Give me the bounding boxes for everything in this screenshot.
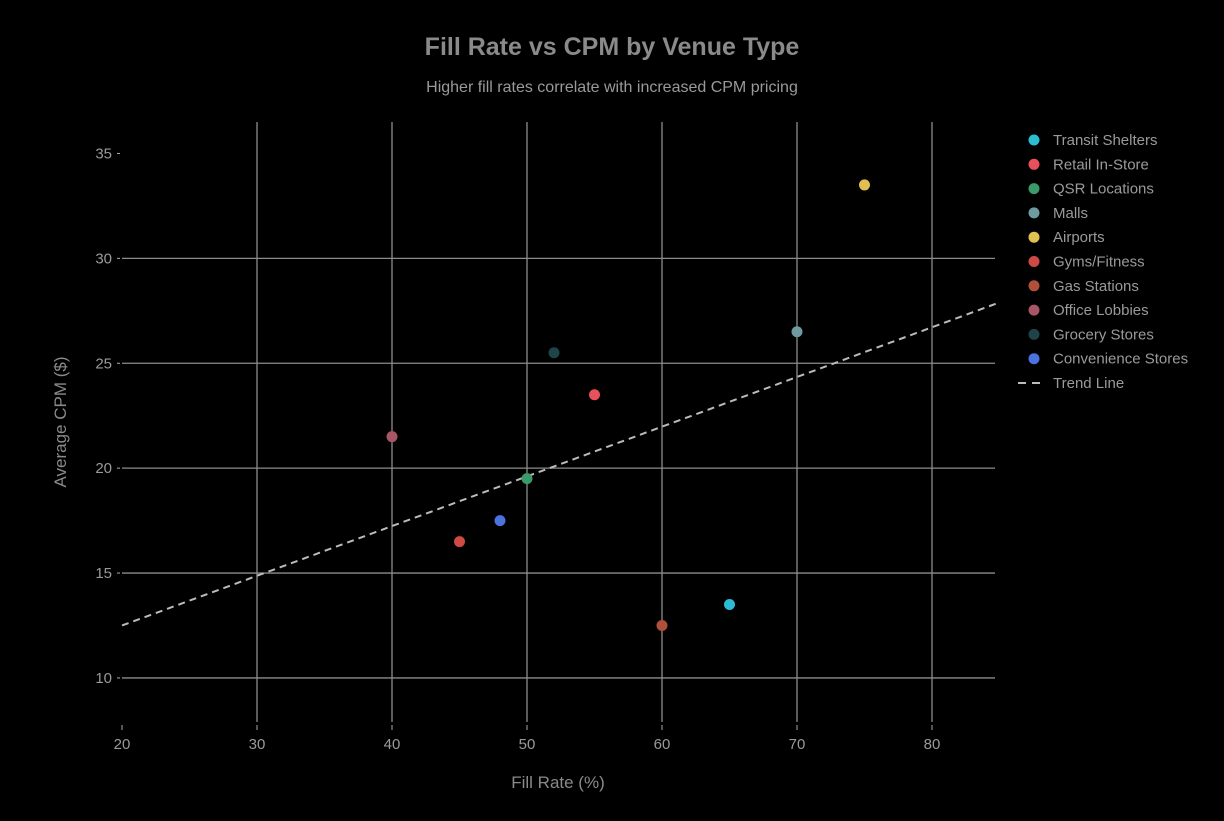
legend-marker — [1028, 304, 1040, 316]
trend-line — [121, 301, 1000, 627]
legend-marker — [1028, 231, 1040, 243]
legend-label: Trend Line — [1053, 375, 1124, 392]
legend-marker — [1028, 353, 1040, 365]
y-tick-label: 35 — [95, 145, 112, 162]
x-tick-label: 80 — [924, 736, 941, 753]
x-tick-label: 60 — [654, 736, 671, 753]
grid — [122, 122, 995, 722]
x-tick-label: 30 — [249, 736, 266, 753]
legend-label: Gas Stations — [1053, 278, 1139, 295]
chart-subtitle: Higher fill rates correlate with increas… — [426, 79, 798, 96]
legend: Transit Shelters Retail In-Store QSR Locat… — [1018, 132, 1188, 392]
legend-label: Airports — [1053, 229, 1105, 246]
legend-marker — [1028, 207, 1040, 219]
y-tick-label: 10 — [95, 670, 112, 687]
legend-marker — [1028, 158, 1040, 170]
legend-marker — [1028, 183, 1040, 195]
legend-label: QSR Locations — [1053, 181, 1154, 198]
data-point — [724, 599, 735, 611]
y-tick-label: 15 — [95, 565, 112, 582]
axis-ticks: 20 30 40 50 60 70 80 10 15 20 25 30 35 — [95, 145, 940, 753]
y-tick-label: 30 — [95, 250, 112, 267]
chart-title: Fill Rate vs CPM by Venue Type — [425, 33, 800, 61]
x-tick-label: 50 — [519, 736, 536, 753]
y-axis-label: Average CPM ($) — [51, 356, 70, 487]
data-point — [494, 515, 506, 527]
legend-label: Office Lobbies — [1053, 302, 1149, 319]
data-point — [589, 389, 600, 401]
data-point — [386, 431, 398, 443]
trend-line-group — [121, 301, 1000, 627]
legend-label: Convenience Stores — [1053, 351, 1188, 368]
data-point — [791, 326, 803, 338]
legend-marker — [1028, 280, 1040, 292]
legend-marker — [1028, 256, 1040, 267]
x-tick-label: 70 — [789, 736, 806, 753]
legend-marker — [1028, 134, 1040, 146]
x-tick-label: 40 — [384, 736, 401, 753]
legend-marker — [1028, 328, 1040, 340]
x-tick-label: 20 — [114, 736, 131, 753]
legend-label: Gyms/Fitness — [1053, 254, 1145, 271]
legend-label: Transit Shelters — [1053, 132, 1157, 149]
data-point — [454, 536, 465, 548]
data-point — [859, 179, 870, 191]
legend-label: Grocery Stores — [1053, 326, 1154, 343]
data-points — [386, 179, 870, 631]
x-axis-label: Fill Rate (%) — [511, 773, 605, 792]
data-point — [521, 473, 533, 485]
data-point — [548, 347, 560, 359]
legend-label: Retail In-Store — [1053, 156, 1149, 173]
legend-label: Malls — [1053, 205, 1088, 222]
y-tick-label: 25 — [95, 355, 112, 372]
y-tick-label: 20 — [95, 460, 112, 477]
data-point — [656, 619, 668, 631]
